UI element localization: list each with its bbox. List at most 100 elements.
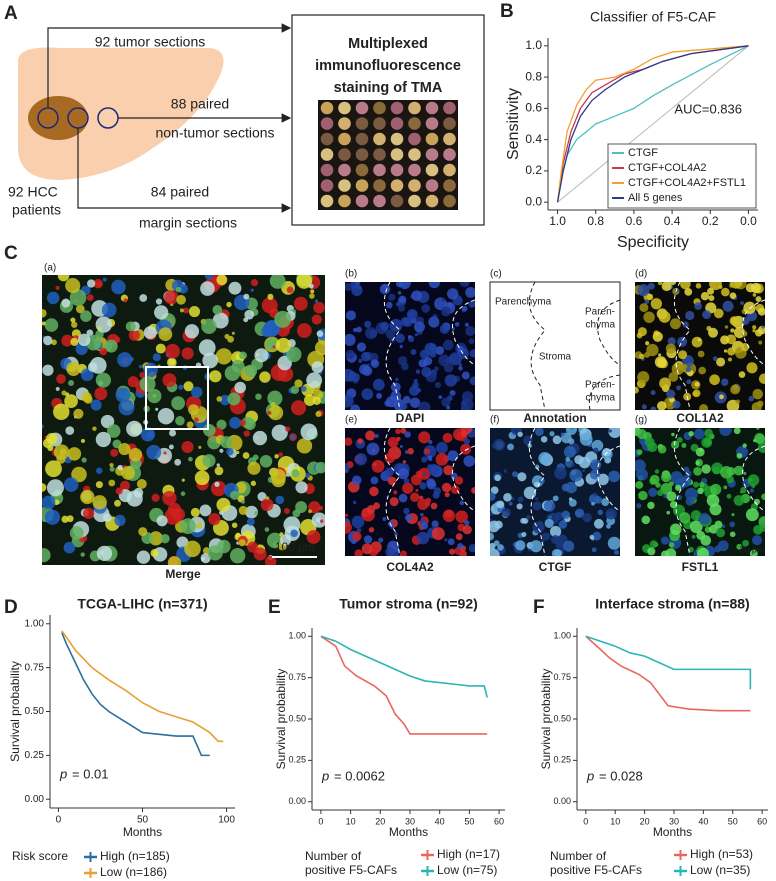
cell <box>315 411 322 418</box>
patients-label: 92 HCC <box>8 184 58 200</box>
cell <box>350 404 361 410</box>
cell <box>538 451 552 465</box>
cell <box>438 395 443 400</box>
cell <box>390 382 401 393</box>
cell <box>415 488 419 493</box>
cell <box>729 292 737 299</box>
cell <box>278 452 283 457</box>
cell <box>86 294 94 302</box>
tma-core <box>390 101 404 115</box>
cell <box>549 431 555 437</box>
cell <box>552 435 562 445</box>
cell <box>434 381 442 389</box>
tma-core <box>373 179 386 192</box>
cell <box>570 463 575 467</box>
cell <box>148 531 163 546</box>
cell <box>402 395 411 404</box>
cell <box>370 476 379 485</box>
cell <box>65 278 81 294</box>
cell <box>740 301 744 305</box>
x-tick-label: 30 <box>405 816 415 826</box>
cell <box>92 495 107 510</box>
cell <box>216 463 220 467</box>
x-tick-label: 50 <box>464 816 474 826</box>
cell <box>649 540 658 549</box>
tma-core <box>443 132 456 146</box>
boundary <box>383 282 475 410</box>
cell <box>699 404 709 410</box>
cell <box>121 466 136 480</box>
cell <box>540 539 545 543</box>
cell <box>92 426 97 431</box>
cell <box>636 332 643 339</box>
cell <box>162 373 177 388</box>
cell <box>668 481 674 487</box>
cell <box>96 281 102 287</box>
cell <box>286 286 294 294</box>
cell <box>345 463 350 473</box>
cell <box>139 294 148 302</box>
x-tick-label: 0 <box>56 815 62 826</box>
cell <box>738 371 746 378</box>
cell <box>729 316 740 326</box>
x-tick-label: 20 <box>640 816 650 826</box>
tma-core <box>355 117 369 130</box>
cell <box>407 335 412 339</box>
cell <box>660 536 670 545</box>
cell <box>139 376 156 392</box>
y-tick-label: 0.6 <box>525 101 542 115</box>
cell <box>670 282 677 285</box>
cell <box>279 534 292 546</box>
cell <box>220 436 233 449</box>
cell <box>459 500 465 506</box>
cell <box>87 279 96 288</box>
tma-core <box>373 101 386 115</box>
cell <box>593 518 604 529</box>
cell <box>345 310 356 321</box>
cell <box>692 389 701 398</box>
cell <box>254 348 269 363</box>
cell <box>592 531 602 541</box>
cell <box>138 527 148 537</box>
cell <box>607 536 620 550</box>
tma-core <box>338 117 351 130</box>
cell <box>204 275 214 280</box>
cell <box>700 292 710 301</box>
cell <box>362 365 373 377</box>
cell <box>729 282 743 289</box>
boundary <box>673 428 765 556</box>
cell <box>435 441 448 454</box>
cell <box>461 371 470 380</box>
panel-tag: (d) <box>635 269 647 280</box>
cell <box>160 534 170 544</box>
cell <box>676 437 683 443</box>
panel-label: C <box>4 243 18 264</box>
cell <box>434 366 439 372</box>
cell <box>746 362 758 374</box>
tma-core <box>443 101 456 115</box>
cell <box>259 455 273 468</box>
cell <box>231 359 245 373</box>
y-tick-label: 0.75 <box>288 672 306 682</box>
cell <box>503 469 508 473</box>
cell <box>366 442 380 456</box>
cell <box>435 452 449 466</box>
cell <box>700 535 712 546</box>
cell <box>295 481 308 494</box>
cell <box>184 540 201 558</box>
cell <box>279 532 284 537</box>
tma-core <box>320 179 334 192</box>
cell <box>411 290 423 301</box>
cell <box>214 481 220 487</box>
cell <box>102 277 107 282</box>
cell <box>398 282 411 290</box>
cell <box>69 526 84 540</box>
cell <box>250 278 259 287</box>
p-symbol: p <box>321 768 329 783</box>
cell <box>107 424 121 438</box>
cell <box>369 486 379 497</box>
cell <box>268 405 284 421</box>
cell <box>520 517 527 524</box>
cell <box>51 339 57 346</box>
cell <box>163 451 167 455</box>
